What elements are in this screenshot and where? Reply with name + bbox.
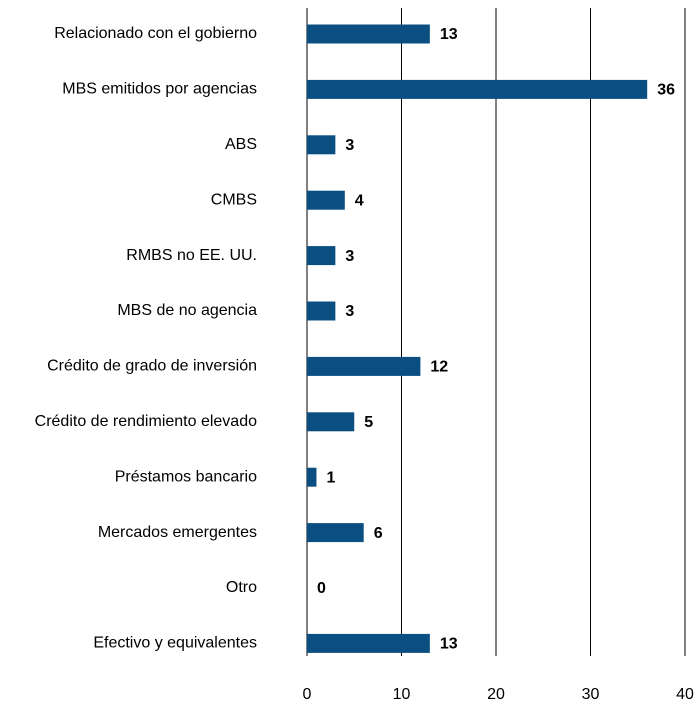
bar	[307, 633, 430, 653]
y-tick-label: CMBS	[211, 191, 257, 208]
value-label: 1	[326, 469, 335, 486]
y-tick-label: Otro	[226, 579, 257, 596]
y-tick-label: Crédito de rendimiento elevado	[35, 413, 257, 430]
bar	[307, 246, 336, 266]
value-label: 6	[374, 525, 383, 542]
bar	[307, 523, 364, 543]
y-tick-label: Préstamos bancario	[115, 468, 257, 485]
value-label: 0	[317, 580, 326, 597]
bar	[307, 412, 355, 432]
value-label: 5	[364, 414, 373, 431]
value-label: 13	[440, 26, 458, 43]
x-tick-label: 40	[676, 686, 694, 703]
y-tick-label: RMBS no EE. UU.	[126, 247, 257, 264]
bar	[307, 467, 317, 487]
bar	[307, 135, 336, 155]
bar	[307, 190, 345, 210]
value-label: 4	[355, 192, 364, 209]
value-label: 3	[345, 248, 354, 265]
value-label: 13	[440, 636, 458, 653]
y-tick-label: MBS de no agencia	[117, 302, 257, 319]
value-label: 3	[345, 303, 354, 320]
value-label: 36	[657, 82, 675, 99]
value-label: 12	[430, 359, 448, 376]
bar	[307, 356, 421, 376]
bar	[307, 24, 430, 44]
y-tick-label: Mercados emergentes	[98, 524, 257, 541]
x-tick-label: 0	[303, 686, 312, 703]
bar	[307, 79, 648, 99]
y-tick-label: Relacionado con el gobierno	[54, 25, 257, 42]
y-tick-label: MBS emitidos por agencias	[62, 81, 257, 98]
y-tick-label: ABS	[225, 136, 257, 153]
x-tick-label: 30	[582, 686, 600, 703]
y-tick-label: Crédito de grado de inversión	[47, 358, 257, 375]
value-label: 3	[345, 137, 354, 154]
bar	[307, 301, 336, 321]
x-tick-label: 20	[487, 686, 505, 703]
y-tick-label: Efectivo y equivalentes	[93, 635, 257, 652]
x-tick-label: 10	[393, 686, 411, 703]
